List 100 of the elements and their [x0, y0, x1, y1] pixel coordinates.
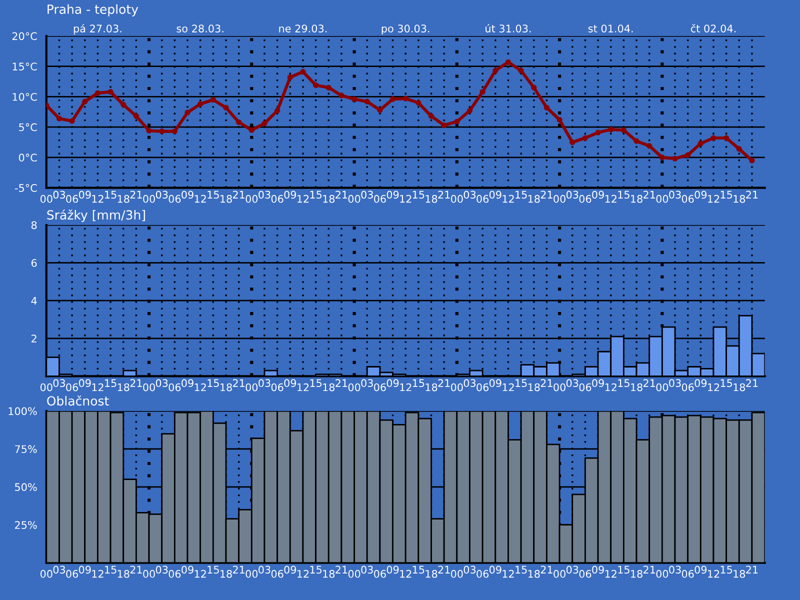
x-tick-label: 03: [53, 379, 66, 388]
x-tick-label: 21: [438, 566, 450, 574]
x-tick-label: 06: [682, 570, 694, 578]
text: ne 29.03.: [279, 24, 327, 32]
x-tick-label: 09: [78, 379, 91, 388]
chart-title: Praha - teploty: [48, 4, 138, 16]
text: po 30.03.: [382, 24, 430, 34]
y-tick-label: 75%: [15, 445, 37, 454]
x-tick-label: 15: [516, 190, 527, 199]
x-tick-label: 03: [258, 566, 270, 574]
x-tick-label: 03: [464, 190, 476, 199]
x-tick-label: 21: [746, 566, 758, 574]
x-tick-label: 15: [105, 379, 116, 388]
y-tick-label: -5°C: [15, 184, 37, 192]
x-tick-label: 06: [66, 383, 78, 392]
x-tick-label: 00: [450, 194, 463, 203]
x-tick-label: 09: [489, 190, 502, 199]
x-tick-label: 09: [284, 566, 296, 574]
x-tick-label: 15: [618, 566, 630, 574]
x-tick-label: 21: [540, 190, 552, 198]
text: pá 27.03.: [74, 24, 122, 34]
x-tick-label: 09: [182, 190, 194, 199]
x-tick-label: 09: [284, 379, 296, 388]
x-tick-label: 12: [92, 570, 104, 578]
x-tick-label: 06: [168, 194, 181, 203]
x-tick-label: 06: [579, 570, 592, 578]
x-tick-label: 18: [528, 383, 540, 392]
x-tick-label: 12: [708, 570, 720, 578]
y-tick-label: 6: [31, 259, 37, 267]
x-tick-label: 06: [66, 570, 78, 578]
x-tick-label: 06: [579, 194, 592, 203]
x-tick-label: 18: [631, 570, 642, 578]
y-tick-label: 0°C: [18, 154, 37, 162]
x-tick-label: 21: [540, 566, 552, 574]
x-tick-label: 15: [310, 566, 322, 574]
x-tick-label: 21: [438, 190, 450, 198]
x-tick-label: 00: [554, 383, 566, 392]
x-tick-label: 21: [336, 566, 348, 574]
x-tick-label: 12: [708, 194, 720, 203]
x-tick-label: 00: [656, 570, 668, 578]
x-tick-label: 03: [669, 190, 681, 199]
x-tick-label: 18: [118, 383, 130, 392]
x-tick-label: 00: [143, 194, 155, 203]
x-tick-label: 03: [464, 566, 476, 574]
x-tick-label: 21: [130, 566, 142, 574]
chart-title: Srážky [mm/3h]: [47, 209, 145, 222]
x-tick-label: 18: [734, 383, 746, 392]
y-tick-label: 100%: [8, 407, 37, 416]
x-tick-label: 12: [92, 194, 104, 203]
x-tick-label: 06: [374, 383, 386, 392]
x-tick-label: 00: [246, 383, 258, 392]
x-tick-label: 12: [194, 570, 206, 578]
x-tick-label: 09: [182, 566, 194, 574]
x-tick-label: 09: [489, 566, 502, 574]
x-tick-label: 06: [66, 194, 78, 203]
x-tick-label: 09: [489, 379, 502, 388]
x-tick-label: 15: [208, 379, 219, 388]
x-tick-label: 00: [450, 383, 463, 392]
x-tick-label: 12: [400, 194, 412, 203]
x-tick-label: 03: [258, 379, 270, 388]
x-tick-label: 21: [540, 379, 552, 387]
x-tick-label: 09: [386, 566, 399, 574]
x-tick-label: 00: [554, 194, 566, 203]
x-tick-label: 12: [400, 383, 412, 392]
x-tick-label: 00: [40, 383, 52, 392]
x-tick-label: 18: [426, 570, 438, 578]
x-tick-label: 18: [426, 194, 438, 203]
x-tick-label: 03: [566, 379, 578, 388]
x-tick-label: 15: [720, 566, 732, 574]
x-tick-label: 12: [194, 383, 206, 392]
x-tick-label: 03: [669, 566, 681, 574]
x-tick-label: 12: [297, 194, 309, 203]
x-tick-label: 03: [53, 190, 66, 199]
text: čt 02.04.: [690, 24, 736, 32]
x-tick-label: 18: [323, 383, 335, 392]
x-tick-label: 00: [348, 570, 360, 578]
x-tick-label: 15: [516, 566, 527, 574]
x-tick-label: 06: [168, 383, 181, 392]
y-tick-label: 4: [31, 296, 37, 305]
x-tick-label: 00: [40, 570, 52, 578]
x-tick-label: 18: [631, 194, 642, 203]
x-tick-label: 03: [566, 190, 578, 199]
x-tick-label: 18: [734, 570, 746, 578]
chart-title: Oblačnost: [47, 395, 109, 406]
x-tick-label: 06: [682, 194, 694, 203]
x-tick-label: 18: [220, 570, 232, 578]
x-tick-label: 12: [400, 570, 412, 578]
y-tick-label: 10°C: [12, 92, 37, 101]
x-tick-label: 03: [669, 379, 681, 388]
x-tick-label: 15: [618, 190, 630, 199]
x-tick-label: 15: [720, 190, 732, 199]
x-tick-label: 12: [502, 194, 514, 203]
x-tick-label: 15: [105, 566, 116, 574]
x-tick-label: 15: [208, 566, 219, 574]
text: st 01.04.: [588, 24, 633, 32]
x-tick-label: 00: [246, 194, 258, 203]
x-tick-label: 18: [734, 194, 746, 203]
x-tick-label: 00: [348, 383, 360, 392]
x-tick-label: 15: [720, 379, 732, 388]
x-tick-label: 00: [246, 570, 258, 578]
